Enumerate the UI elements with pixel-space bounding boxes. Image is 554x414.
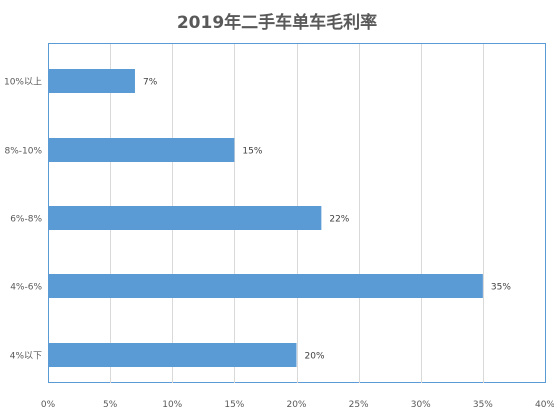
bars [49,69,483,367]
category-label: 6%-8% [10,215,42,225]
x-tick-label: 30% [411,400,431,410]
bar [49,274,483,298]
bar [49,138,235,162]
chart-title: 2019年二手车单车毛利率 [176,13,378,33]
data-label: 22% [329,215,349,225]
data-label: 7% [143,78,158,88]
bar [49,69,135,93]
data-label: 15% [242,147,262,157]
labels: 0% 5% 10% 15% 20% 25% 30% 35% 40% 10%以上 7% 8%-10% 15… [4,77,554,411]
x-tick-label: 35% [473,400,493,410]
x-tick-label: 15% [224,400,244,410]
x-tick-label: 40% [535,400,554,410]
x-tick-label: 5% [103,400,118,410]
category-label: 10%以上 [4,77,42,88]
bar [49,343,297,367]
bar [49,206,322,230]
x-tick-label: 10% [162,400,182,410]
x-tick-label: 20% [286,400,306,410]
category-label: 4%以下 [10,352,42,362]
x-tick-label: 0% [41,400,56,410]
x-tick-label: 25% [349,400,369,410]
data-label: 35% [491,283,511,293]
data-label: 20% [305,352,325,362]
category-label: 8%-10% [4,147,42,157]
category-label: 4%-6% [10,283,42,293]
